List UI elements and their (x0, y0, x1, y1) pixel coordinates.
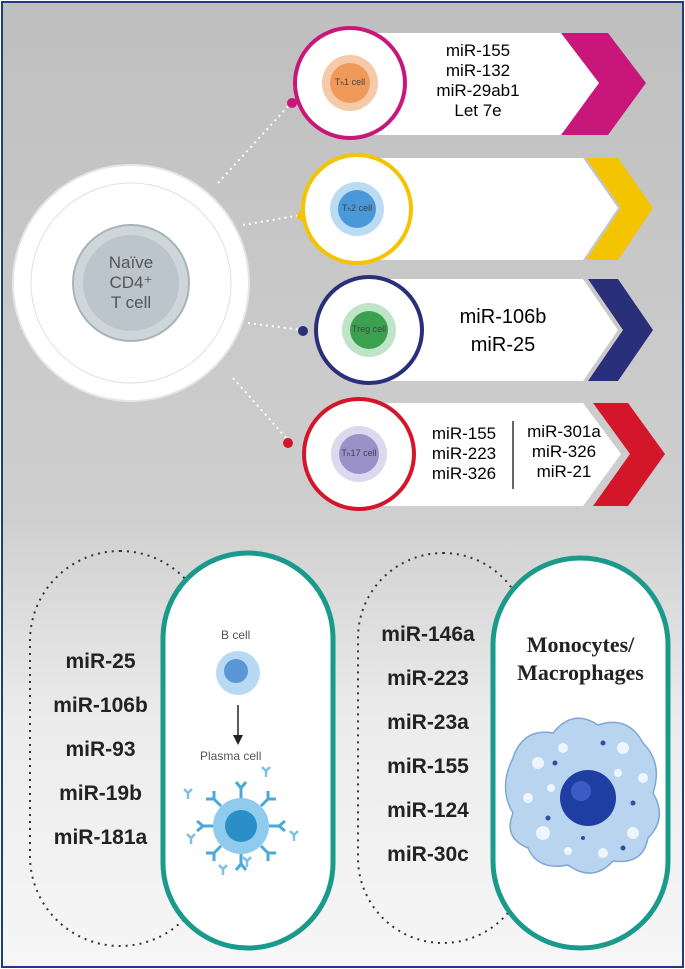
treg-mir-list: miR-106b miR-25 (443, 303, 563, 359)
mono-mir-list: miR-146a miR-223 miR-23a miR-155 miR-124… (363, 613, 493, 877)
treg-cell-label: Treg cell (339, 324, 399, 334)
bcell-mir: miR-25 (65, 640, 135, 684)
bcell-mir: miR-181a (54, 816, 147, 860)
mono-mir: miR-23a (387, 701, 469, 745)
th17-mir: miR-155 (432, 424, 496, 444)
connector-th2 (243, 215, 301, 225)
th1-mir: miR-29ab1 (436, 81, 519, 101)
th1-mir-list: miR-155 miR-132 miR-29ab1 Let 7e (418, 41, 538, 121)
th17-mir: miR-326 (432, 464, 496, 484)
th1-mir: Let 7e (454, 101, 501, 121)
th17-mir: miR-301a (527, 422, 601, 442)
th17-mir: miR-223 (432, 444, 496, 464)
macrophage-illustration (506, 718, 660, 873)
naive-line3: T cell (91, 293, 171, 313)
treg-mir: miR-25 (471, 331, 535, 359)
th1-cell-label: Tₕ1 cell (320, 77, 380, 88)
th1-mir: miR-132 (446, 61, 510, 81)
th2-cell-label: Tₕ2 cell (327, 203, 387, 214)
mono-title-line2: Macrophages (498, 659, 663, 687)
connector-dot-th17 (283, 438, 293, 448)
mono-title-line1: Monocytes/ (498, 631, 663, 659)
th1-mir: miR-155 (446, 41, 510, 61)
plasma-cell-label: Plasma cell (200, 749, 261, 763)
mono-mir: miR-223 (387, 657, 469, 701)
bcell-label: B cell (221, 628, 250, 642)
th17-mir: miR-21 (537, 462, 592, 482)
bcell-mir-list: miR-25 miR-106b miR-93 miR-19b miR-181a (33, 640, 168, 860)
connector-dot-treg (298, 326, 308, 336)
mono-mir: miR-146a (381, 613, 474, 657)
th17-cell-label: Tₕ17 cell (329, 448, 389, 459)
connector-th17 (233, 378, 288, 440)
naive-line1: Naïve (91, 253, 171, 273)
naive-line2: CD4⁺ (91, 273, 171, 293)
naive-cell-label: Naïve CD4⁺ T cell (91, 253, 171, 313)
mono-mir: miR-155 (387, 745, 469, 789)
mono-title: Monocytes/ Macrophages (498, 631, 663, 687)
bcell-mir: miR-106b (53, 684, 148, 728)
th17-mir-list-right: miR-301a miR-326 miR-21 (518, 422, 610, 482)
bcell-inner (224, 659, 248, 683)
mono-mir: miR-124 (387, 789, 469, 833)
treg-mir: miR-106b (460, 303, 547, 331)
connector-th1 (218, 103, 291, 183)
th17-mir: miR-326 (532, 442, 596, 462)
bcell-mir: miR-19b (59, 772, 142, 816)
bcell-mir: miR-93 (65, 728, 135, 772)
connector-treg (248, 323, 301, 330)
th17-mir-list-left: miR-155 miR-223 miR-326 (418, 424, 510, 484)
mono-mir: miR-30c (387, 833, 469, 877)
